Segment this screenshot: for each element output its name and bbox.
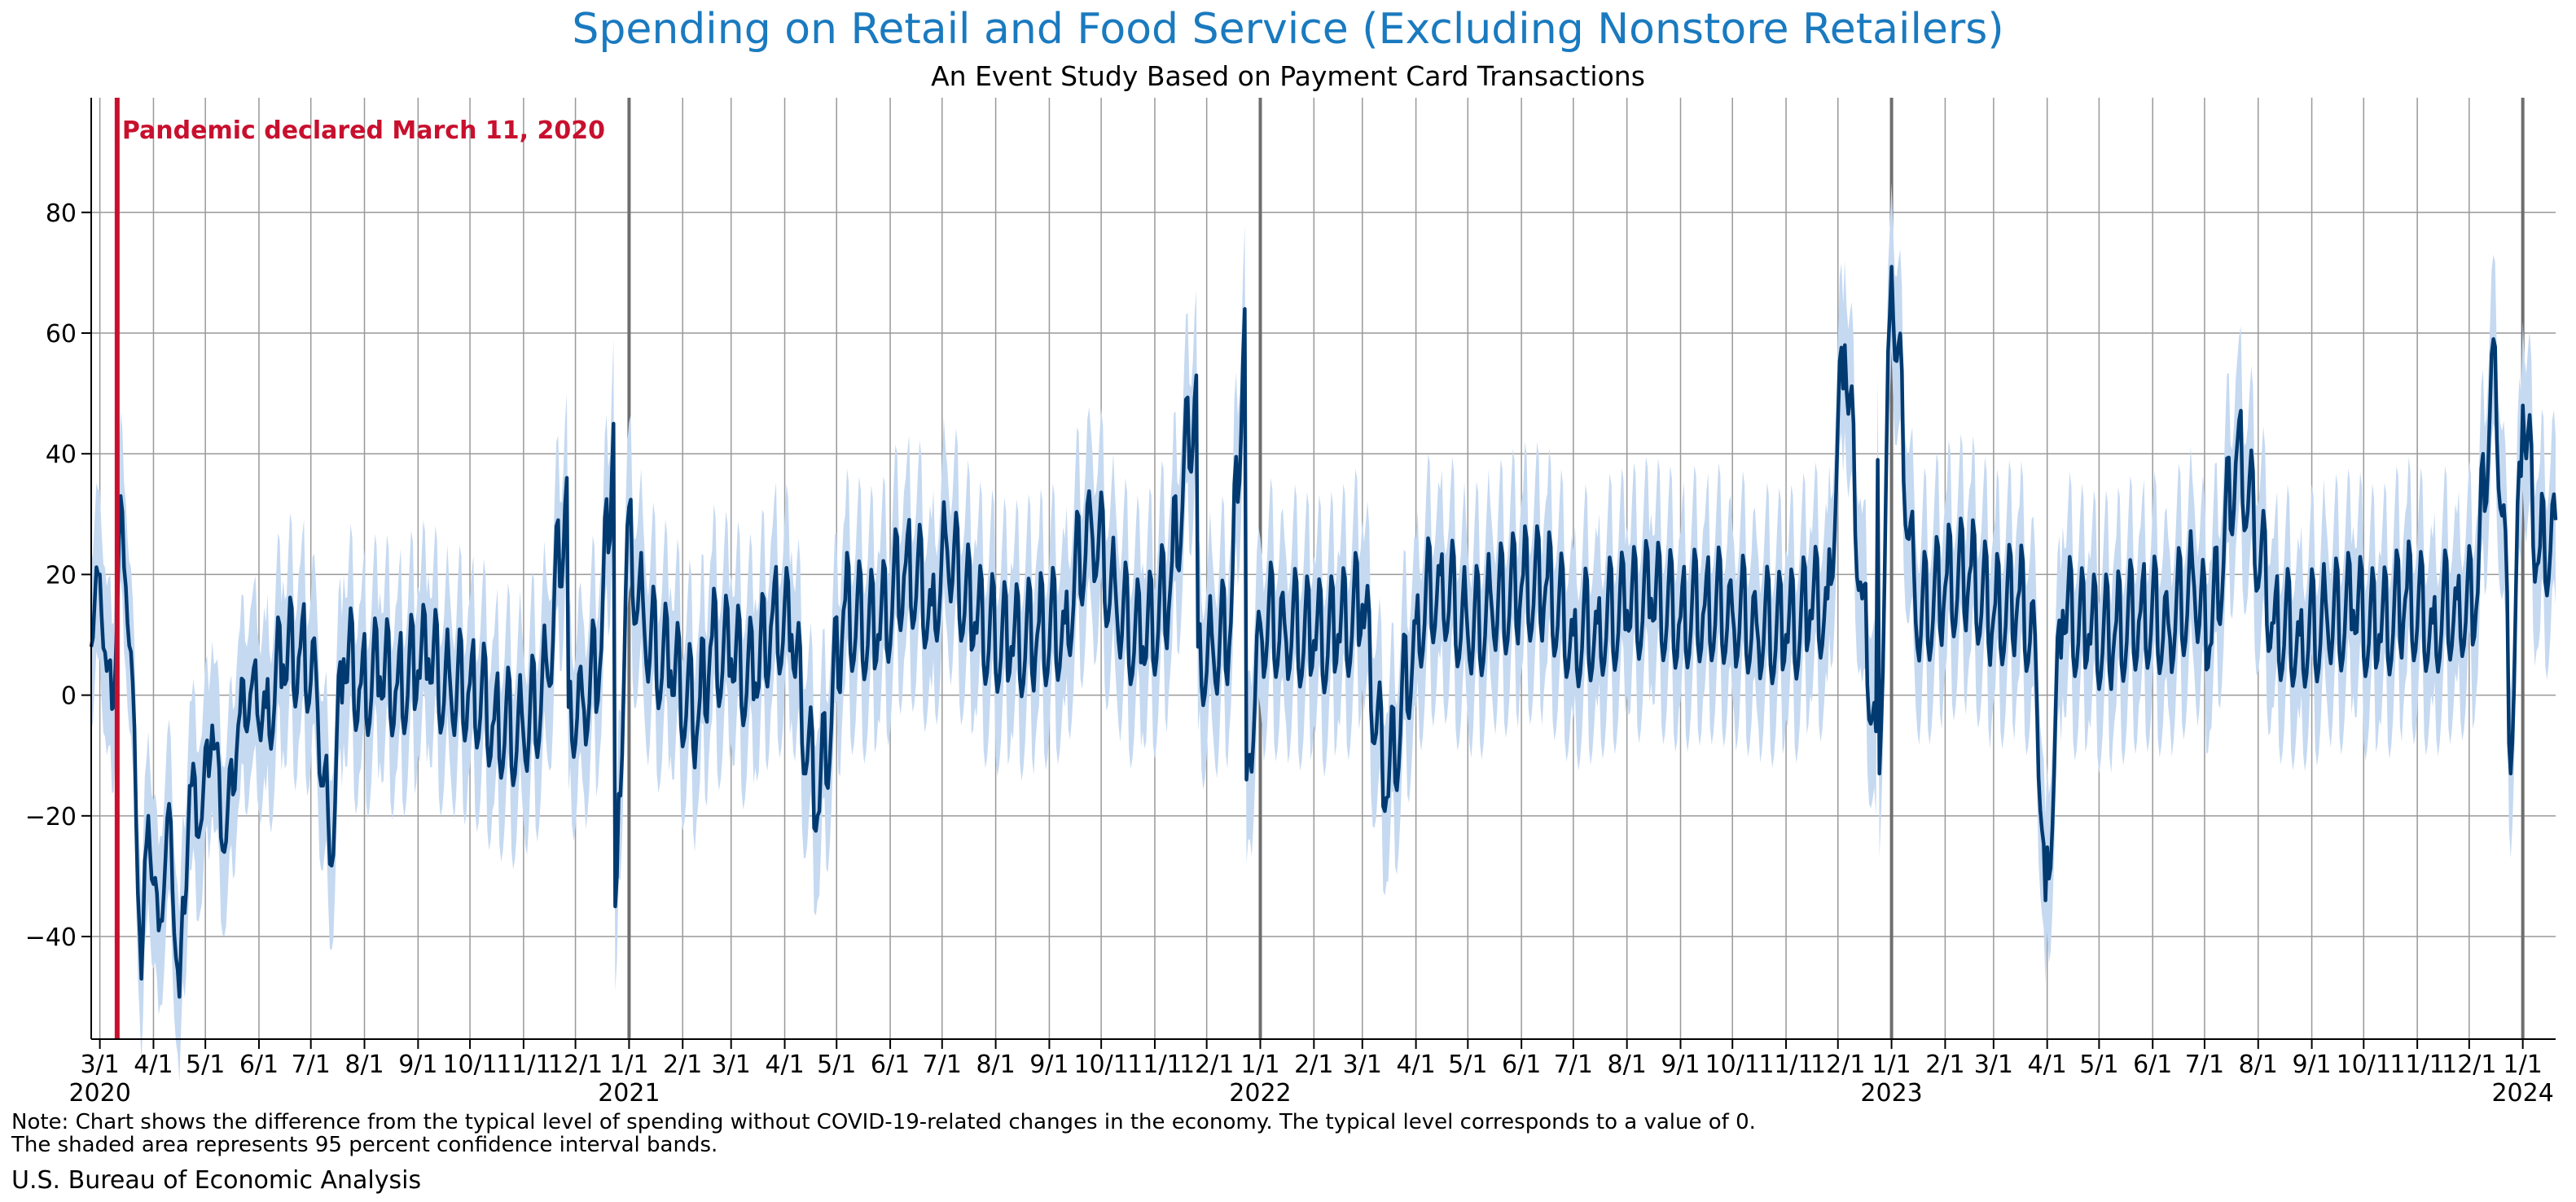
x-tick-label: 7/1 [2185, 1051, 2224, 1079]
x-tick-label: 2/1 [663, 1051, 702, 1079]
event-layer: Pandemic declared March 11, 2020 [114, 98, 605, 1039]
y-tick-label: 0 [61, 682, 77, 711]
x-tick-label: 5/1 [1448, 1051, 1487, 1079]
x-tick-label: 10/1 [1073, 1051, 1128, 1079]
x-tick-label: 5/1 [186, 1051, 225, 1079]
x-tick-label: 4/1 [2028, 1051, 2067, 1079]
x-tick-label: 5/1 [817, 1051, 856, 1079]
chart-note-line-2: The shaded area represents 95 percent co… [11, 1133, 718, 1157]
x-tick-label: 12/1 [1179, 1051, 1234, 1079]
x-tick-label: 10/1 [1705, 1051, 1760, 1079]
pandemic-annotation-label: Pandemic declared March 11, 2020 [122, 116, 605, 145]
y-tick-label: 60 [46, 320, 77, 349]
x-tick-label: 8/1 [344, 1051, 384, 1079]
x-tick-label: 7/1 [292, 1051, 331, 1079]
y-tick-label: 40 [46, 441, 77, 469]
x-tick-label: 1/1 [1240, 1051, 1279, 1079]
grid-layer [91, 98, 2556, 1039]
x-tick-label: 11/1 [2389, 1051, 2444, 1079]
x-tick-label: 9/1 [398, 1051, 437, 1079]
x-tick-label: 6/1 [2133, 1051, 2172, 1079]
x-tick-label: 12/1 [1810, 1051, 1865, 1079]
x-year-label: 2022 [1229, 1079, 1291, 1108]
x-tick-label: 4/1 [765, 1051, 804, 1079]
source-label: U.S. Bureau of Economic Analysis [11, 1166, 422, 1195]
x-tick-label: 1/1 [2504, 1051, 2543, 1079]
x-year-label: 2023 [1860, 1079, 1922, 1108]
x-tick-label: 3/1 [1343, 1051, 1382, 1079]
x-year-label: 2020 [68, 1079, 130, 1108]
x-tick-label: 11/1 [1127, 1051, 1182, 1079]
spending-line-layer [89, 265, 2558, 999]
y-tick-label: −20 [25, 803, 77, 831]
y-tick-label: 20 [46, 561, 77, 590]
y-tick-label: −40 [25, 923, 77, 952]
x-tick-label: 3/1 [80, 1051, 119, 1079]
x-tick-label: 8/1 [2239, 1051, 2278, 1079]
x-tick-label: 10/1 [442, 1051, 497, 1079]
x-tick-label: 2/1 [1925, 1051, 1964, 1079]
x-tick-label: 11/1 [1758, 1051, 1813, 1079]
x-tick-label: 1/1 [609, 1051, 648, 1079]
x-tick-label: 8/1 [976, 1051, 1015, 1079]
x-tick-label: 6/1 [1502, 1051, 1541, 1079]
x-tick-label: 9/1 [2292, 1051, 2331, 1079]
chart-note-line-1: Note: Chart shows the difference from th… [11, 1110, 1756, 1134]
x-tick-label: 3/1 [712, 1051, 751, 1079]
x-tick-label: 7/1 [923, 1051, 962, 1079]
x-tick-label: 3/1 [1974, 1051, 2013, 1079]
x-year-label: 2021 [598, 1079, 660, 1108]
x-tick-label: 6/1 [871, 1051, 910, 1079]
x-tick-label: 5/1 [2079, 1051, 2118, 1079]
x-tick-label: 9/1 [1029, 1051, 1069, 1079]
x-tick-label: 7/1 [1554, 1051, 1593, 1079]
x-year-label: 2024 [2491, 1079, 2553, 1108]
x-tick-label: 1/1 [1872, 1051, 1911, 1079]
x-tick-label: 12/1 [2442, 1051, 2496, 1079]
x-tick-label: 9/1 [1661, 1051, 1700, 1079]
x-tick-label: 2/1 [1294, 1051, 1333, 1079]
x-tick-label: 12/1 [548, 1051, 603, 1079]
spending-line [89, 265, 2558, 999]
chart-title: Spending on Retail and Food Service (Exc… [572, 5, 2004, 54]
x-tick-label: 4/1 [1396, 1051, 1435, 1079]
y-tick-label: 80 [46, 200, 77, 228]
x-tick-label: 10/1 [2337, 1051, 2391, 1079]
x-tick-label: 8/1 [1608, 1051, 1647, 1079]
x-tick-label: 4/1 [134, 1051, 173, 1079]
chart-subtitle: An Event Study Based on Payment Card Tra… [931, 60, 1645, 92]
x-tick-label: 11/1 [496, 1051, 551, 1079]
x-tick-label: 6/1 [239, 1051, 279, 1079]
